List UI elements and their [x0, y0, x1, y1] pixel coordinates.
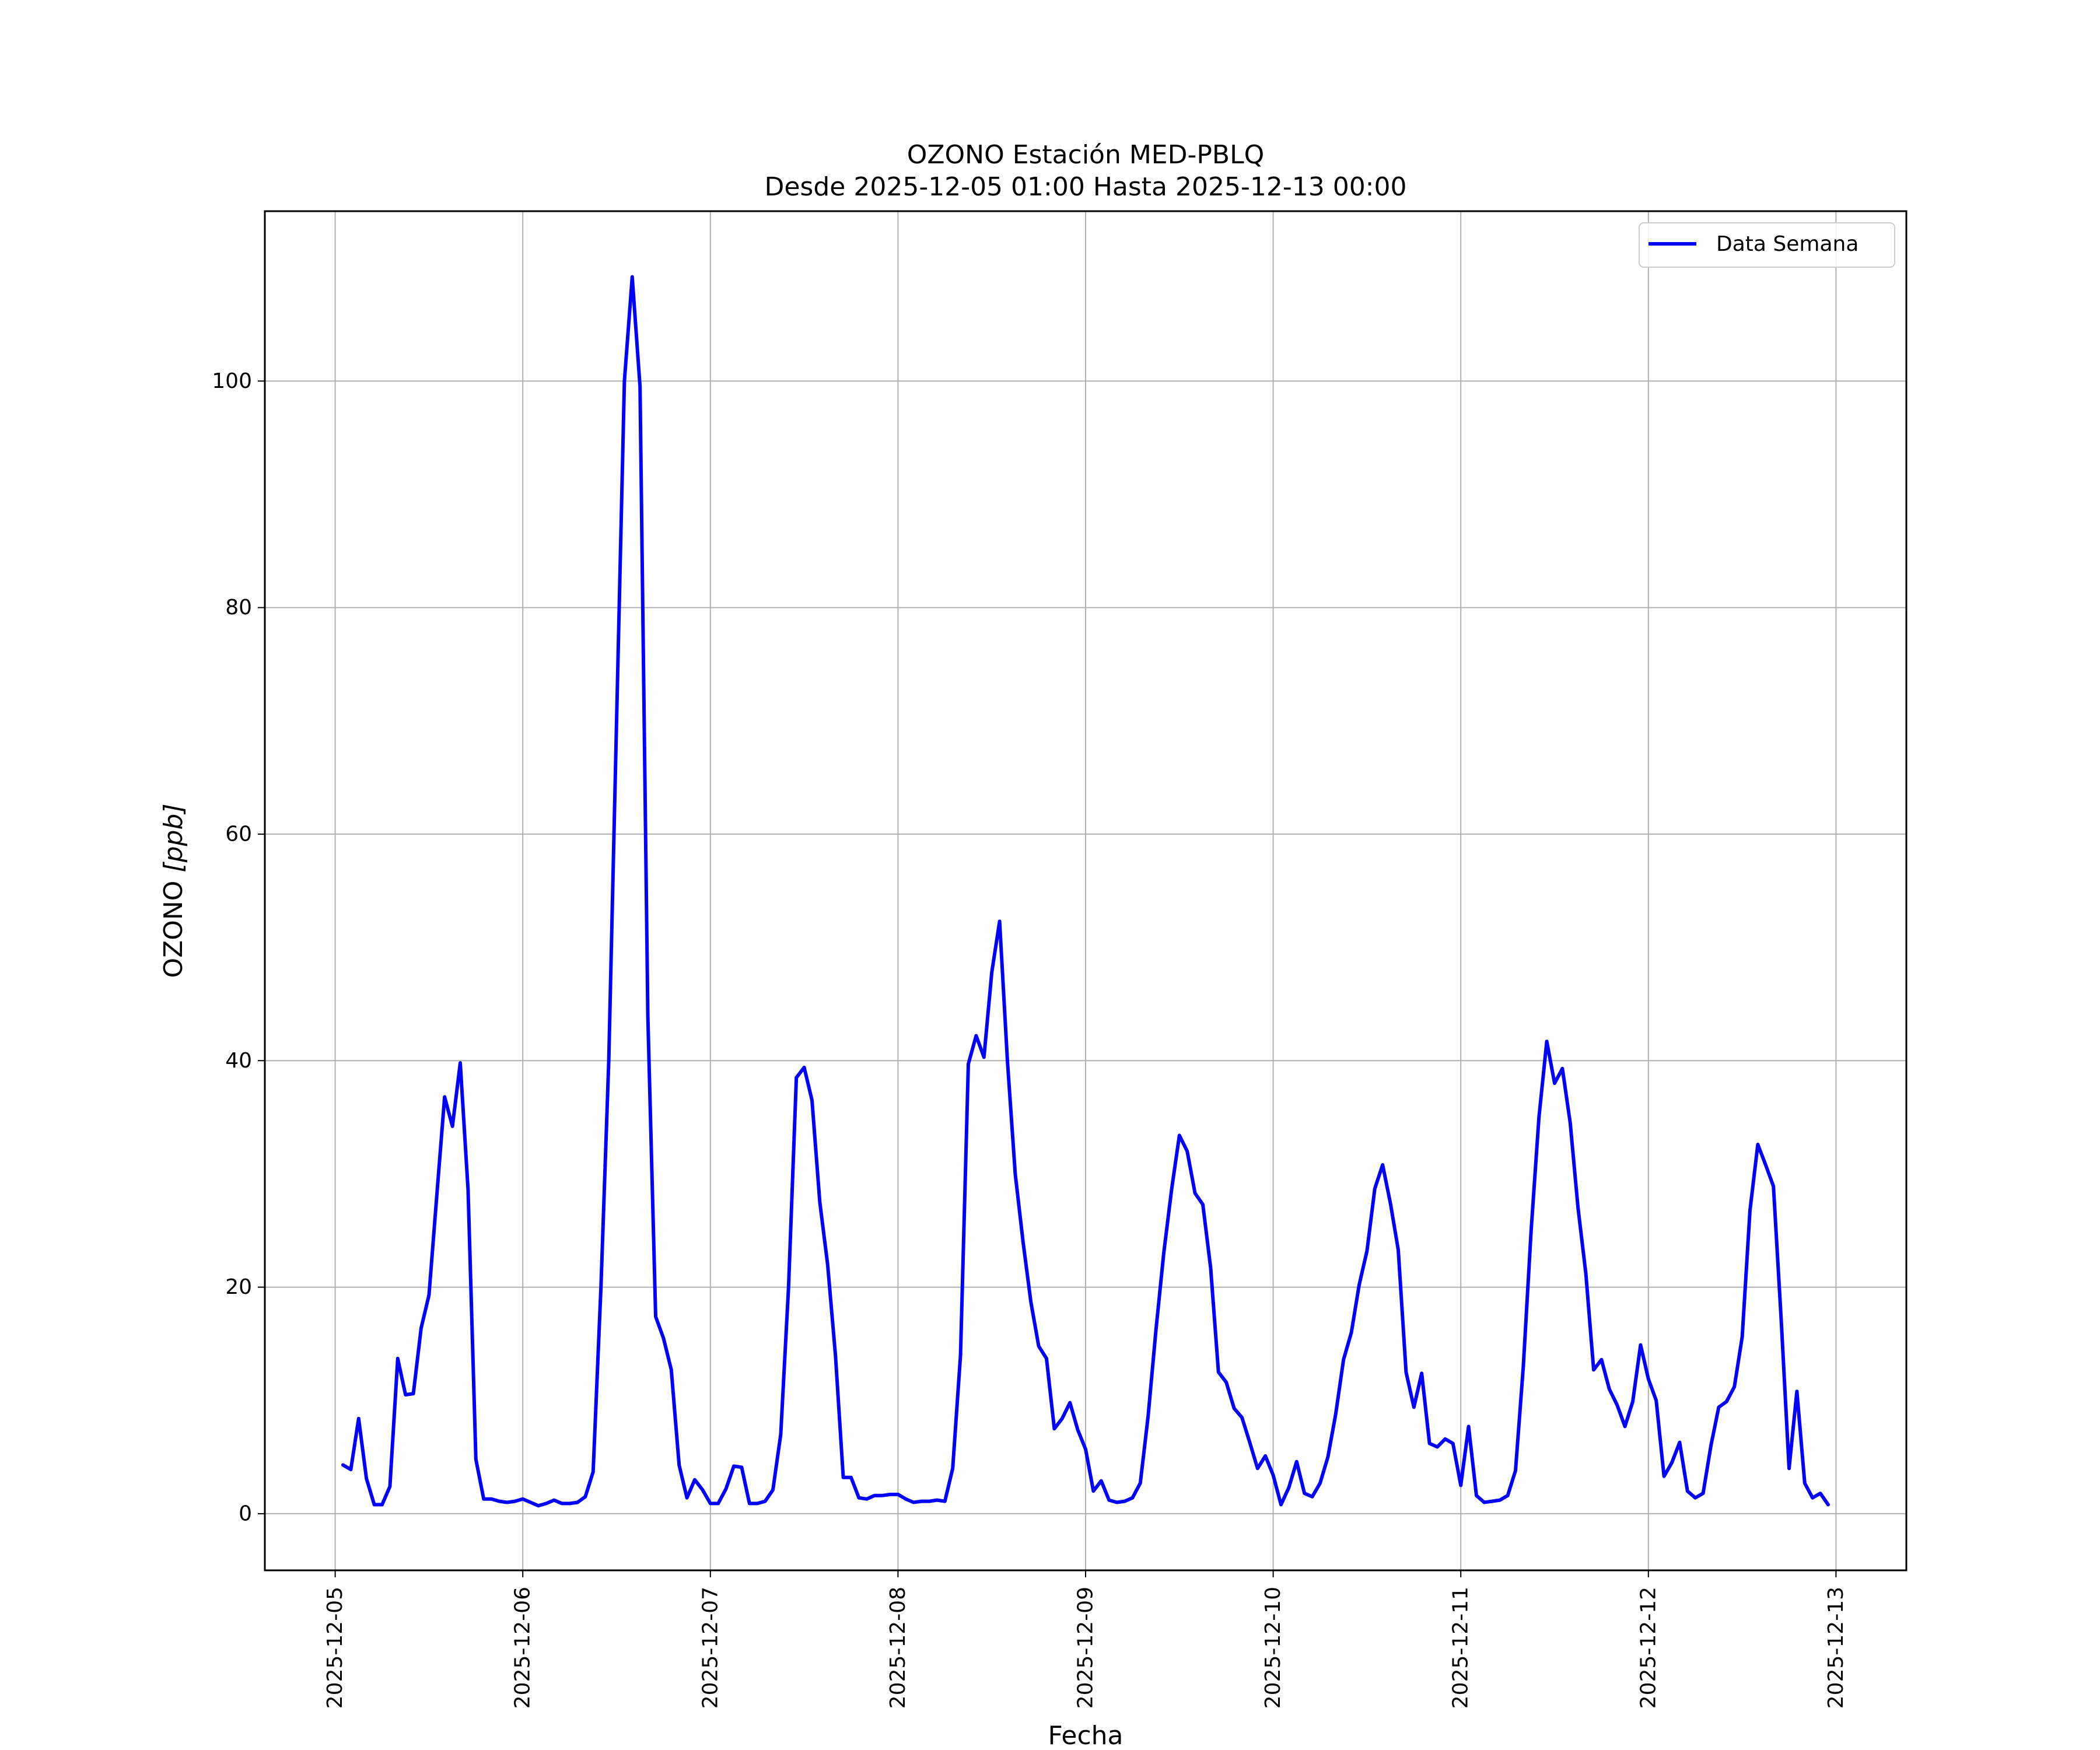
- series-line-data-semana: [341, 275, 1830, 1508]
- y-axis-label-prefix: OZONO: [159, 873, 188, 978]
- series-layer: [341, 275, 1830, 1508]
- chart-title: OZONO Estación MED-PBLQ: [907, 140, 1264, 170]
- legend: Data Semana: [1639, 222, 1895, 268]
- x-tick-label: 2025-12-13: [1824, 1587, 1848, 1709]
- x-tick-label: 2025-12-11: [1449, 1587, 1473, 1709]
- grid-lines: [265, 211, 1906, 1570]
- y-tick-label: 20: [225, 1275, 252, 1299]
- chart-subtitle: Desde 2025-12-05 01:00 Hasta 2025-12-13 …: [764, 172, 1406, 202]
- y-tick-label: 60: [225, 822, 252, 846]
- x-tick-label: 2025-12-05: [323, 1587, 347, 1709]
- y-tick-label: 100: [212, 369, 252, 393]
- x-axis-label: Fecha: [1048, 1721, 1123, 1750]
- x-tick-label: 2025-12-10: [1261, 1587, 1285, 1709]
- x-tick-label: 2025-12-09: [1074, 1587, 1098, 1709]
- x-tick-label: 2025-12-06: [511, 1587, 535, 1709]
- y-tick-label: 40: [225, 1049, 252, 1073]
- legend-label: Data Semana: [1716, 232, 1859, 256]
- y-tick-label: 80: [225, 596, 252, 620]
- x-tick-label: 2025-12-12: [1636, 1587, 1660, 1709]
- y-axis: 0 20 40 60 80 100: [212, 369, 265, 1525]
- x-axis: 2025-12-05 2025-12-06 2025-12-07 2025-12-08…: [323, 1570, 1848, 1709]
- x-tick-label: 2025-12-08: [886, 1587, 910, 1709]
- y-tick-label: 0: [239, 1502, 252, 1525]
- legend-box: [1639, 222, 1895, 268]
- y-axis-label-unit: [ppb]: [159, 803, 188, 872]
- y-axis-label: OZONO [ppb]: [159, 803, 188, 978]
- x-tick-label: 2025-12-07: [698, 1587, 722, 1709]
